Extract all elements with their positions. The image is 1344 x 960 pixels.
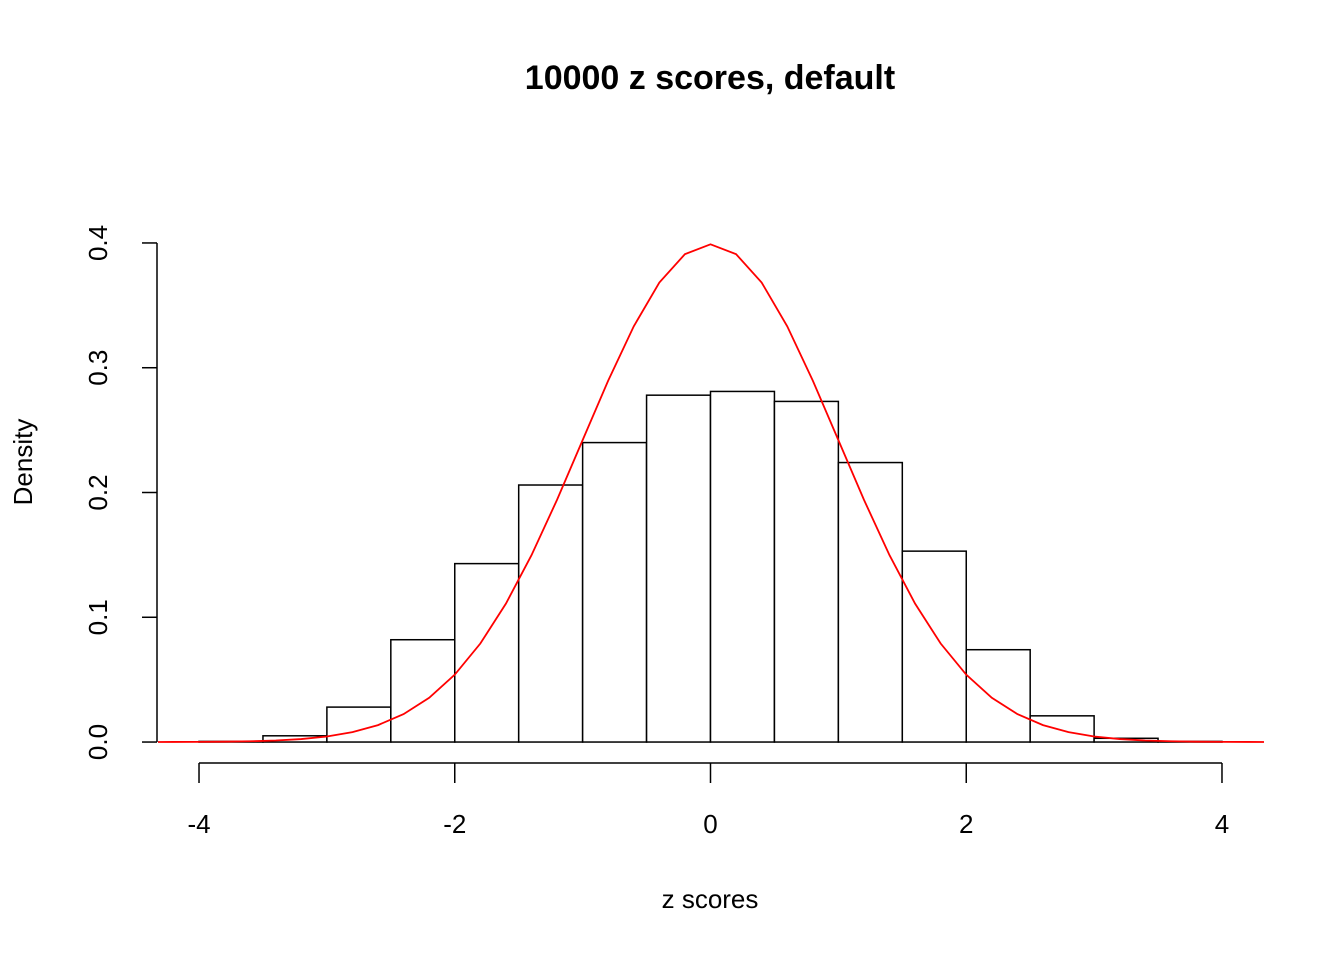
bar [1029, 715, 1095, 743]
bar [837, 461, 904, 743]
y-tick-label: 0.4 [83, 225, 113, 261]
bar [773, 400, 840, 743]
bar [645, 394, 712, 743]
bar [454, 562, 520, 743]
bar [709, 390, 776, 743]
y-tick-label: 0.0 [83, 724, 113, 760]
bar [581, 441, 648, 743]
x-tick-label: 2 [959, 809, 973, 839]
y-tick-label: 0.2 [83, 474, 113, 510]
bar [901, 550, 967, 743]
y-tick-label: 0.3 [83, 350, 113, 386]
y-tick-label: 0.1 [83, 599, 113, 635]
curve-group [158, 243, 1264, 743]
x-tick-label: 4 [1215, 809, 1229, 839]
x-tick-label: 0 [703, 809, 717, 839]
bar [390, 638, 456, 743]
density-curve [158, 243, 1264, 743]
x-axis-label: z scores [662, 884, 759, 914]
chart-title: 10000 z scores, default [525, 59, 895, 97]
x-tick-label: -2 [443, 809, 466, 839]
bar [965, 648, 1031, 743]
y-axis-label: Density [8, 419, 38, 506]
bar [517, 484, 584, 743]
x-tick-label: -4 [187, 809, 210, 839]
